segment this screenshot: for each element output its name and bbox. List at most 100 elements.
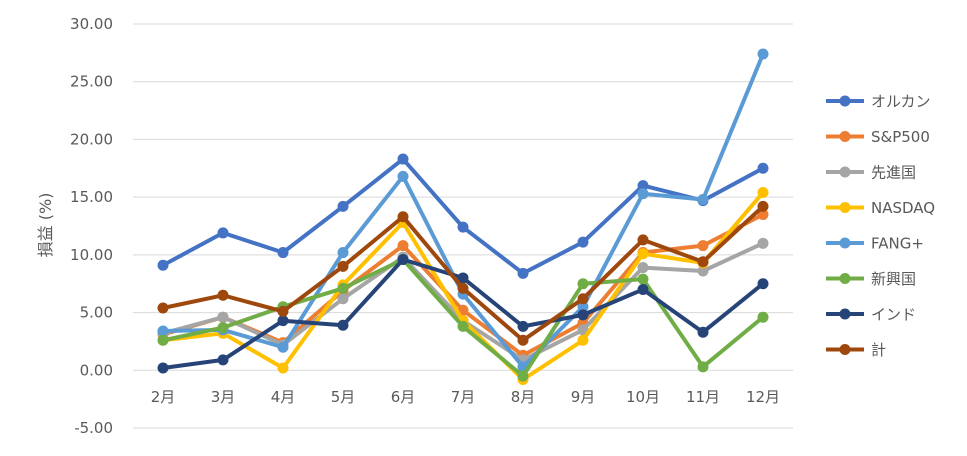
data-point — [697, 326, 709, 338]
data-point — [697, 265, 709, 277]
legend-swatch-marker — [839, 344, 851, 355]
legend-swatch-marker — [839, 95, 851, 107]
legend-swatch-marker — [839, 237, 851, 249]
legend-swatch-marker — [839, 166, 851, 178]
data-point — [277, 341, 289, 353]
data-point — [157, 325, 169, 337]
y-tick-labels: 30.00 25.00 20.00 15.00 10.00 5.00 0.00 -5.00 — [70, 15, 113, 437]
legend-item: NASDAQ — [826, 199, 935, 217]
legend-label: S&P500 — [871, 128, 930, 146]
legend-item: 先進国 — [826, 164, 916, 182]
data-point — [157, 362, 169, 374]
legend-item: 新興国 — [826, 270, 916, 288]
data-point — [757, 237, 769, 249]
x-tick-labels: 2月 3月 4月 5月 6月 7月 8月 9月 10月 11月 12月 — [151, 388, 780, 406]
x-tick-label: 9月 — [571, 388, 596, 406]
x-tick-label: 2月 — [151, 388, 176, 406]
data-point — [757, 48, 769, 60]
data-point — [577, 293, 589, 305]
data-point — [337, 200, 349, 212]
y-axis-label: 損益 (%) — [36, 193, 55, 258]
x-tick-label: 7月 — [451, 388, 476, 406]
series-7 — [157, 200, 769, 346]
series-lines — [157, 48, 769, 386]
legend-label: インド — [871, 306, 916, 324]
y-tick-label: 15.00 — [70, 188, 113, 206]
data-point — [637, 283, 649, 295]
data-point — [637, 262, 649, 274]
x-tick-label: 10月 — [626, 388, 660, 406]
legend-item: S&P500 — [826, 128, 930, 146]
data-point — [577, 301, 589, 313]
legend-item: オルカン — [826, 93, 931, 111]
data-point — [697, 240, 709, 252]
data-point — [577, 334, 589, 346]
data-point — [157, 334, 169, 346]
legend-item: 計 — [826, 341, 886, 359]
x-tick-label: 12月 — [746, 388, 780, 406]
y-tick-label: 20.00 — [70, 130, 113, 148]
data-point — [337, 282, 349, 294]
data-point — [337, 247, 349, 259]
legend-label: 先進国 — [871, 164, 916, 182]
data-point — [757, 208, 769, 220]
legend-item: FANG+ — [826, 235, 924, 253]
data-point — [577, 278, 589, 290]
y-tick-label: 30.00 — [70, 15, 113, 33]
series-6 — [157, 253, 769, 374]
data-point — [277, 362, 289, 374]
data-point — [757, 278, 769, 290]
data-point — [457, 221, 469, 233]
data-point — [757, 311, 769, 323]
legend-swatch-marker — [839, 273, 851, 284]
x-tick-label: 6月 — [391, 388, 416, 406]
data-point — [517, 267, 529, 279]
data-point — [517, 334, 529, 346]
data-point — [457, 320, 469, 332]
x-tick-label: 5月 — [331, 388, 356, 406]
data-point — [277, 247, 289, 259]
data-point — [697, 193, 709, 205]
series-5 — [157, 253, 769, 382]
data-point — [577, 324, 589, 336]
data-point — [577, 236, 589, 248]
data-point — [757, 200, 769, 212]
x-tick-label: 11月 — [686, 388, 720, 406]
legend-item: インド — [826, 306, 916, 324]
series-line — [161, 157, 765, 276]
data-point — [757, 162, 769, 174]
data-point — [517, 370, 529, 382]
data-point — [577, 309, 589, 321]
data-point — [397, 211, 409, 223]
data-point — [637, 180, 649, 192]
data-point — [337, 260, 349, 272]
x-tick-label: 3月 — [211, 388, 236, 406]
data-point — [217, 322, 229, 334]
data-point — [337, 319, 349, 331]
data-point — [697, 361, 709, 373]
series-4 — [157, 48, 769, 373]
data-point — [217, 289, 229, 301]
data-point — [157, 259, 169, 271]
data-point — [637, 248, 649, 260]
data-point — [517, 320, 529, 332]
data-point — [217, 227, 229, 239]
data-point — [397, 253, 409, 265]
data-point — [637, 188, 649, 200]
data-point — [277, 315, 289, 327]
data-point — [217, 354, 229, 366]
legend-swatch-marker — [839, 308, 851, 320]
y-tick-label: 0.00 — [80, 361, 113, 379]
data-point — [157, 302, 169, 314]
data-point — [457, 282, 469, 294]
data-point — [277, 305, 289, 317]
data-point — [397, 240, 409, 252]
legend-swatch-marker — [839, 131, 851, 142]
legend-label: NASDAQ — [871, 199, 935, 217]
x-tick-label: 8月 — [511, 388, 536, 406]
y-tick-label: 10.00 — [70, 246, 113, 264]
legend-label: 新興国 — [871, 270, 916, 288]
